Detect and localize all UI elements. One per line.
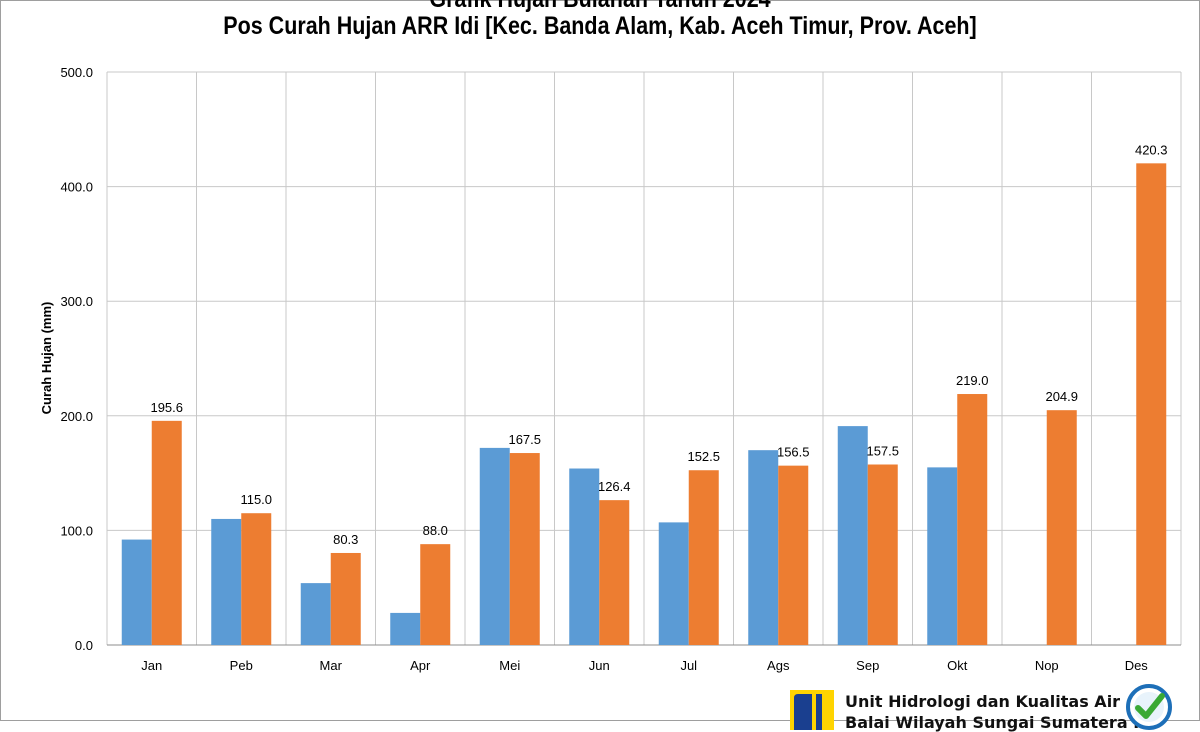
bar-series-2	[420, 544, 451, 645]
data-labels: 195.6 115.0 80.3 88.0 167.5 126.4 152.5 156.5 15…	[150, 142, 1167, 547]
data-label: 157.5	[866, 444, 899, 459]
bar-series-1	[569, 468, 600, 645]
bar-series-1	[927, 467, 958, 645]
x-tick-label: Peb	[230, 658, 253, 673]
data-label: 204.9	[1045, 389, 1078, 404]
data-label: 420.3	[1135, 142, 1168, 157]
footer-unit-name: Unit Hidrologi dan Kualitas Air	[845, 692, 1121, 711]
bar-series-1	[121, 539, 152, 645]
y-tick-label: 200.0	[60, 409, 93, 424]
y-tick-labels: 0.0 100.0 200.0 300.0 400.0 500.0	[60, 65, 93, 653]
chart-subtitle: Pos Curah Hujan ARR Idi [Kec. Banda Alam…	[223, 12, 977, 40]
data-label: 195.6	[150, 400, 183, 415]
y-tick-label: 300.0	[60, 294, 93, 309]
bar-series-2	[1046, 410, 1077, 645]
y-tick-label: 0.0	[75, 638, 93, 653]
x-tick-label: Apr	[410, 658, 431, 673]
certification-badge-icon	[1126, 684, 1172, 730]
bar-series-1	[479, 447, 510, 645]
x-tick-label: Mei	[499, 658, 520, 673]
data-label: 156.5	[777, 445, 810, 460]
bar-series-2	[688, 470, 719, 645]
data-label: 88.0	[423, 523, 448, 538]
bar-series-2	[241, 513, 272, 645]
data-label: 80.3	[333, 532, 358, 547]
footer-agency-name: Balai Wilayah Sungai Sumatera I	[845, 713, 1140, 732]
y-tick-label: 400.0	[60, 180, 93, 195]
y-tick-label: 500.0	[60, 65, 93, 80]
x-tick-label: Sep	[856, 658, 879, 673]
x-tick-label: Nop	[1035, 658, 1059, 673]
bar-series-2	[778, 465, 809, 645]
x-tick-label: Jan	[141, 658, 162, 673]
x-tick-label: Okt	[947, 658, 968, 673]
bar-series-1	[658, 522, 689, 645]
x-tick-label: Jul	[680, 658, 697, 673]
bar-series-1	[300, 583, 331, 645]
x-tick-label: Mar	[320, 658, 343, 673]
bars	[121, 163, 1167, 646]
bar-series-1	[211, 518, 242, 645]
data-label: 126.4	[598, 479, 631, 494]
data-label: 152.5	[687, 449, 720, 464]
data-label: 167.5	[508, 432, 541, 447]
bar-series-2	[599, 500, 630, 645]
bar-series-2	[330, 552, 361, 645]
x-tick-label: Des	[1125, 658, 1149, 673]
gridlines	[106, 71, 1182, 646]
chart-title: Grafik Hujan Bulanan Tahun 2024	[84, 0, 1116, 14]
y-axis-label: Curah Hujan (mm)	[39, 302, 54, 415]
bar-series-2	[509, 453, 540, 645]
data-label: 219.0	[956, 373, 989, 388]
pupr-logo-icon	[790, 690, 834, 730]
bar-series-2	[957, 394, 988, 645]
x-tick-label: Ags	[767, 658, 790, 673]
x-tick-label: Jun	[589, 658, 610, 673]
data-label: 115.0	[240, 492, 272, 507]
bar-series-1	[837, 426, 868, 645]
x-tick-labels: Jan Peb Mar Apr Mei Jun Jul Ags Sep Okt Nop Des	[141, 658, 1148, 673]
bar-series-2	[867, 464, 898, 645]
bar-series-1	[748, 450, 779, 645]
bar-series-2	[1136, 163, 1167, 646]
bar-series-2	[151, 420, 182, 645]
bar-series-1	[390, 612, 421, 645]
y-tick-label: 100.0	[60, 523, 93, 538]
